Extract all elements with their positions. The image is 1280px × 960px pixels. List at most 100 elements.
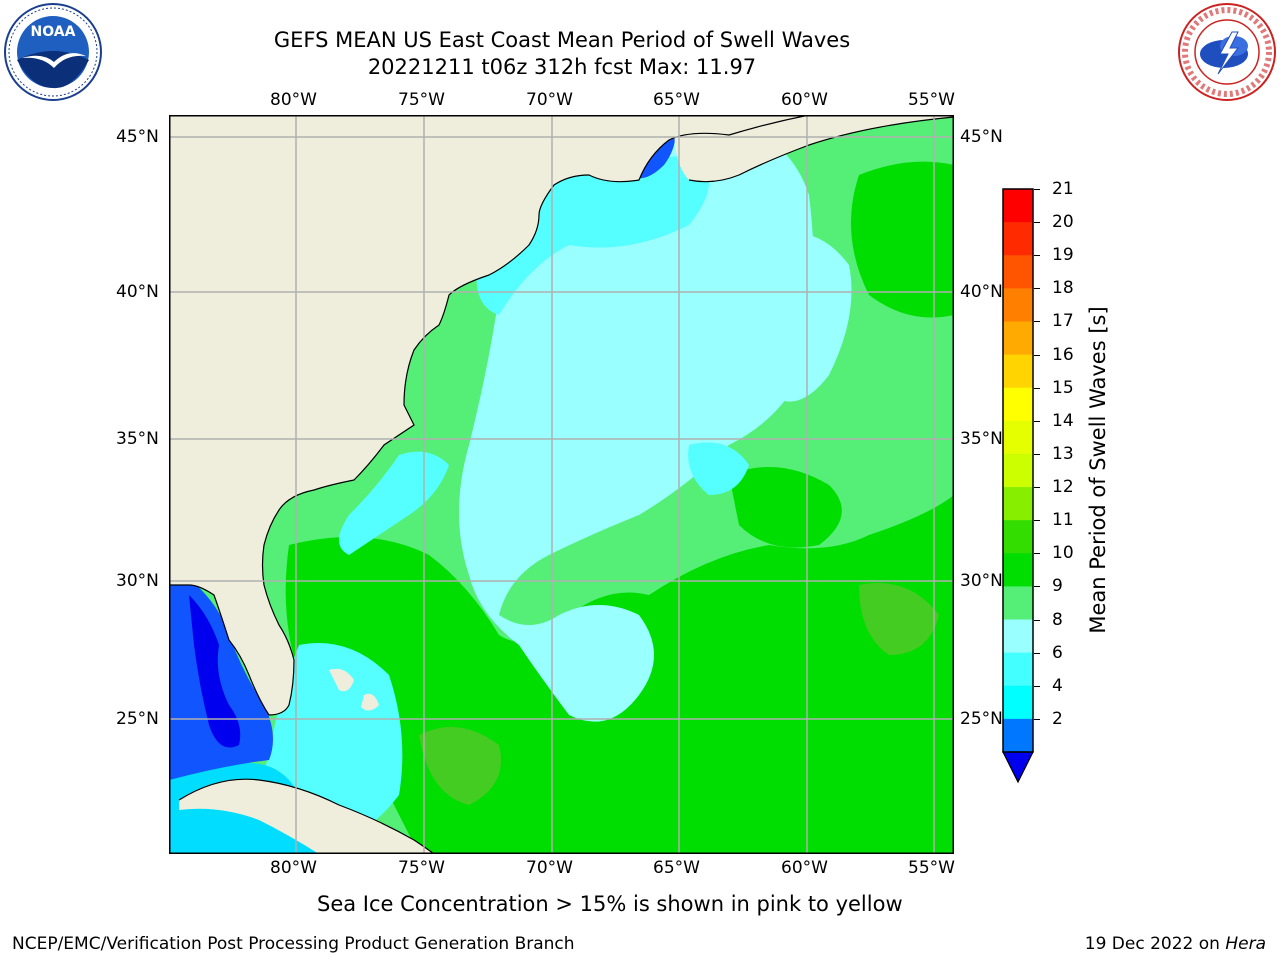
coastline <box>169 115 810 716</box>
lon-label-top: 55°W <box>908 90 955 110</box>
footer-machine: Hera <box>1225 934 1266 954</box>
colorbar-tick-mark <box>1034 222 1040 224</box>
coastline <box>178 778 435 854</box>
swell-field-8-9 <box>765 233 852 402</box>
swell-field-11-12 <box>859 583 939 655</box>
footer-date-text: 19 Dec 2022 on <box>1084 934 1226 954</box>
colorbar-tick-label: 14 <box>1052 410 1074 431</box>
land-bahamas <box>329 668 379 711</box>
colorbar-band <box>1003 321 1033 356</box>
colorbar-band <box>1003 718 1033 753</box>
lon-label-top: 65°W <box>653 90 700 110</box>
lon-label-top: 60°W <box>781 90 828 110</box>
colorbar-band <box>1003 189 1033 223</box>
colorbar-band <box>1003 553 1033 587</box>
colorbar-band <box>1003 255 1033 289</box>
swell-field-6-8 <box>339 451 449 555</box>
colorbar <box>1002 188 1034 784</box>
lat-label-left: 40°N <box>116 282 159 302</box>
colorbar-band <box>1003 420 1033 455</box>
lat-label-left: 35°N <box>116 429 159 449</box>
lon-label-bottom: 55°W <box>908 858 955 878</box>
swell-field-10-11 <box>851 161 954 318</box>
chart-title: GEFS MEAN US East Coast Mean Period of S… <box>273 28 851 52</box>
colorbar-band <box>1003 487 1033 521</box>
lat-label-left: 25°N <box>116 709 159 729</box>
coastline <box>688 116 954 183</box>
colorbar-tick-mark <box>1034 652 1040 654</box>
colorbar-tick-label: 12 <box>1052 477 1074 498</box>
swell-period-map <box>169 115 954 854</box>
colorbar-tick-mark <box>1034 586 1040 588</box>
lon-label-bottom: 60°W <box>781 858 828 878</box>
colorbar-tick-label: 11 <box>1052 510 1074 531</box>
colorbar-tick-label: 17 <box>1052 311 1074 332</box>
graticule <box>169 115 954 854</box>
noaa-logo-text: NOAA <box>31 24 76 40</box>
colorbar-tick-label: 13 <box>1052 443 1074 464</box>
swell-field-below-2 <box>189 595 241 748</box>
colorbar-tick-mark <box>1034 718 1040 720</box>
colorbar-frame <box>1002 188 1034 753</box>
colorbar-band <box>1003 586 1033 621</box>
lat-label-left: 45°N <box>116 127 159 147</box>
colorbar-band <box>1003 652 1033 687</box>
colorbar-band <box>1003 354 1033 389</box>
lon-label-top: 75°W <box>398 90 445 110</box>
colorbar-tick-label: 21 <box>1052 179 1074 199</box>
land-north-america <box>169 115 809 715</box>
lat-label-right: 35°N <box>960 429 1003 449</box>
lon-label-bottom: 75°W <box>398 858 445 878</box>
swell-field-8-9 <box>459 125 814 722</box>
lon-label-bottom: 80°W <box>270 858 317 878</box>
land-cuba <box>179 779 434 854</box>
colorbar-tick-mark <box>1034 189 1040 190</box>
colorbar-band <box>1003 685 1033 720</box>
colorbar-band <box>1003 619 1033 654</box>
lat-label-right: 25°N <box>960 709 1003 729</box>
lat-label-right: 30°N <box>960 571 1003 591</box>
colorbar-band <box>1003 520 1033 554</box>
nws-logo <box>1178 3 1276 101</box>
sea-ice-note: Sea Ice Concentration > 15% is shown in … <box>317 892 903 916</box>
swell-field-6-8 <box>688 442 749 495</box>
colorbar-tick-label: 4 <box>1052 675 1063 696</box>
lat-label-left: 30°N <box>116 571 159 591</box>
colorbar-tick-mark <box>1034 685 1040 687</box>
colorbar-tick-mark <box>1034 453 1040 455</box>
colorbar-band <box>1003 387 1033 422</box>
colorbar-tick-label: 15 <box>1052 377 1074 398</box>
colorbar-tick-label: 2 <box>1052 708 1063 729</box>
lon-label-top: 70°W <box>526 90 573 110</box>
map-frame <box>169 115 954 854</box>
colorbar-tick-mark <box>1034 354 1040 356</box>
swell-field-11-12 <box>419 727 501 805</box>
colorbar-tick-label: 20 <box>1052 212 1074 233</box>
footer-date: 19 Dec 2022 on Hera <box>1085 934 1266 954</box>
colorbar-tick-mark <box>1034 288 1040 290</box>
colorbar-tick-label: 18 <box>1052 278 1074 299</box>
swell-field-10-11 <box>729 467 842 548</box>
lon-label-bottom: 65°W <box>653 858 700 878</box>
colorbar-tick-label: 10 <box>1052 543 1074 564</box>
colorbar-tick-label: 6 <box>1052 642 1063 663</box>
noaa-logo: NOAA <box>4 3 102 101</box>
chart-subtitle: 20221211 t06z 312h fcst Max: 11.97 <box>367 55 757 79</box>
colorbar-tick-mark <box>1034 321 1040 323</box>
colorbar-tick-mark <box>1034 619 1040 621</box>
colorbar-tick-mark <box>1034 387 1040 389</box>
colorbar-band <box>1003 288 1033 322</box>
colorbar-tick-mark <box>1034 520 1040 522</box>
colorbar-tick-mark <box>1034 255 1040 257</box>
colorbar-tick-label: 19 <box>1052 245 1074 266</box>
colorbar-tick-mark <box>1034 553 1040 555</box>
lat-label-right: 45°N <box>960 127 1003 147</box>
lon-label-top: 80°W <box>270 90 317 110</box>
colorbar-band <box>1003 222 1033 256</box>
colorbar-label: Mean Period of Swell Waves [s] <box>1086 306 1110 634</box>
colorbar-tick-mark <box>1034 487 1040 489</box>
footer-credit: NCEP/EMC/Verification Post Processing Pr… <box>12 934 575 954</box>
colorbar-tick-label: 8 <box>1052 609 1063 630</box>
colorbar-band <box>1003 453 1033 488</box>
lat-label-right: 40°N <box>960 282 1003 302</box>
